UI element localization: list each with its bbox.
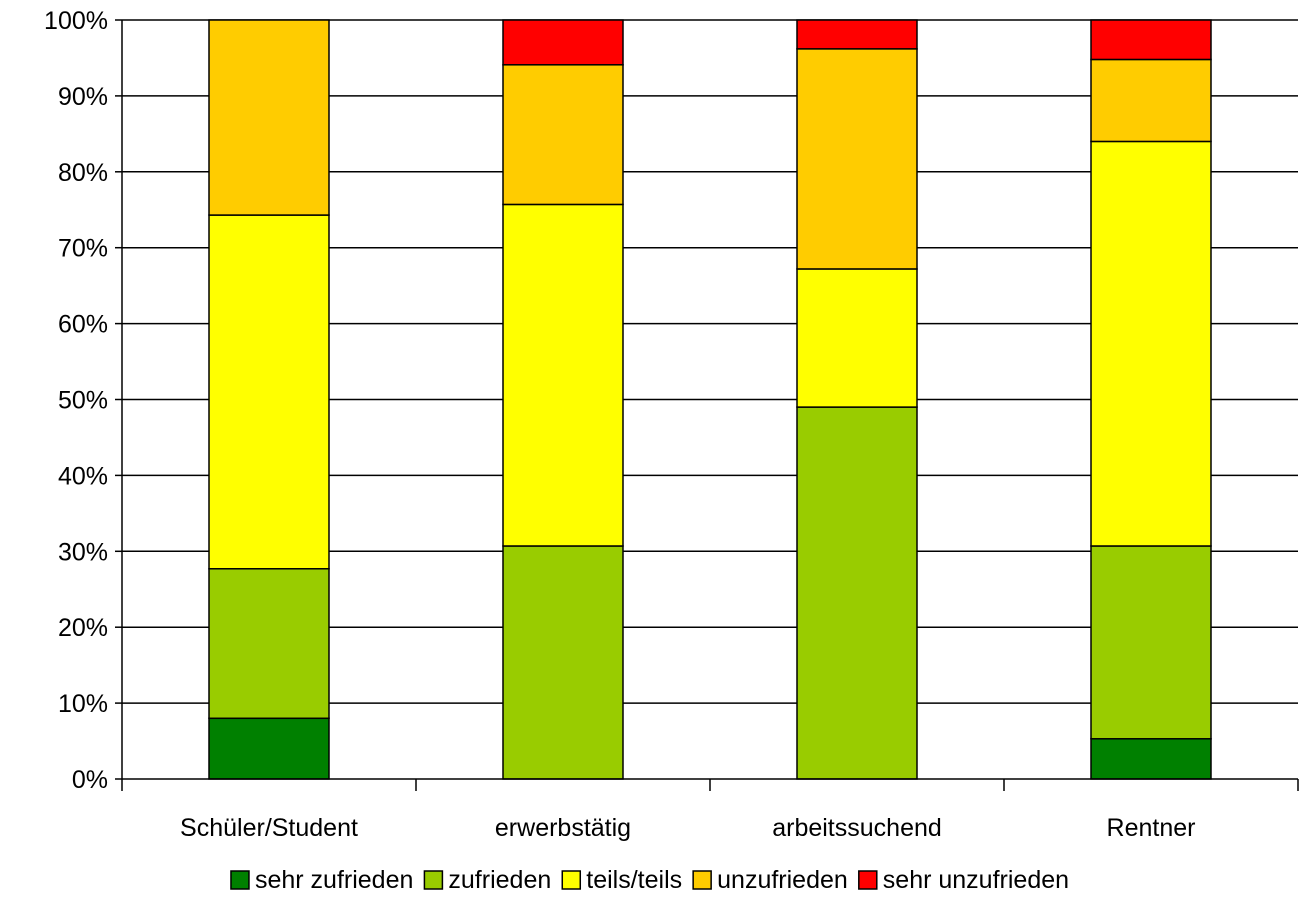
bar-segment bbox=[1090, 140, 1212, 547]
bars bbox=[208, 19, 1212, 780]
y-tick-label: 80% bbox=[58, 159, 108, 187]
legend-item: zufrieden bbox=[423, 866, 551, 894]
bar-segment bbox=[502, 203, 624, 547]
bar-segment bbox=[796, 406, 918, 780]
bar-segment bbox=[208, 717, 330, 780]
legend-label: zufrieden bbox=[448, 866, 551, 894]
bar-segment bbox=[502, 64, 624, 206]
bar-segment bbox=[1090, 58, 1212, 143]
x-tick-label: erwerbstätig bbox=[495, 814, 631, 842]
legend-label: sehr unzufrieden bbox=[883, 866, 1069, 894]
legend-swatch bbox=[230, 870, 250, 890]
legend-swatch bbox=[561, 870, 582, 890]
legend-item: unzufrieden bbox=[692, 866, 848, 894]
legend-swatch bbox=[692, 870, 712, 890]
bar-segment bbox=[208, 19, 330, 216]
bar-segment bbox=[1090, 738, 1212, 780]
legend-swatch bbox=[423, 870, 444, 890]
legend-label: unzufrieden bbox=[717, 866, 848, 894]
y-tick-label: 100% bbox=[44, 7, 108, 35]
legend-item: sehr zufrieden bbox=[230, 866, 413, 894]
bar-segment bbox=[1090, 545, 1212, 740]
y-tick-label: 60% bbox=[58, 311, 108, 339]
x-tick-labels: Schüler/Student erwerbstätig arbeitssuchen… bbox=[180, 814, 1195, 842]
legend: sehr zufrieden zufrieden teils/teils unzufr… bbox=[230, 866, 1069, 894]
legend-item: sehr unzufrieden bbox=[858, 866, 1069, 894]
y-tick-labels: 0% 10% 20% 30% 40% 50% 60% 70% 80% 90% 100% bbox=[44, 7, 108, 794]
y-tick-label: 30% bbox=[58, 538, 108, 566]
x-tick-label: Rentner bbox=[1107, 814, 1196, 842]
bar-segment bbox=[502, 545, 624, 780]
y-tick-label: 20% bbox=[58, 614, 108, 642]
legend-label: teils/teils bbox=[586, 866, 682, 894]
legend-label: sehr zufrieden bbox=[255, 866, 413, 894]
y-tick-label: 70% bbox=[58, 235, 108, 263]
x-tick-label: arbeitssuchend bbox=[772, 814, 942, 842]
bar-segment bbox=[502, 19, 624, 66]
bar-segment bbox=[1090, 19, 1212, 61]
legend-item: teils/teils bbox=[561, 866, 682, 894]
bar-segment bbox=[208, 214, 330, 570]
bar-segment bbox=[796, 48, 918, 270]
bar-segment bbox=[208, 568, 330, 720]
y-tick-label: 10% bbox=[58, 690, 108, 718]
legend-swatch bbox=[858, 870, 878, 890]
y-tick-label: 50% bbox=[58, 387, 108, 415]
bar-segment bbox=[796, 268, 918, 408]
x-tick-label: Schüler/Student bbox=[180, 814, 358, 842]
y-tick-label: 40% bbox=[58, 462, 108, 490]
y-tick-label: 0% bbox=[72, 766, 108, 794]
axes bbox=[115, 19, 1299, 791]
y-tick-label: 90% bbox=[58, 83, 108, 111]
bar-segment bbox=[796, 19, 918, 50]
